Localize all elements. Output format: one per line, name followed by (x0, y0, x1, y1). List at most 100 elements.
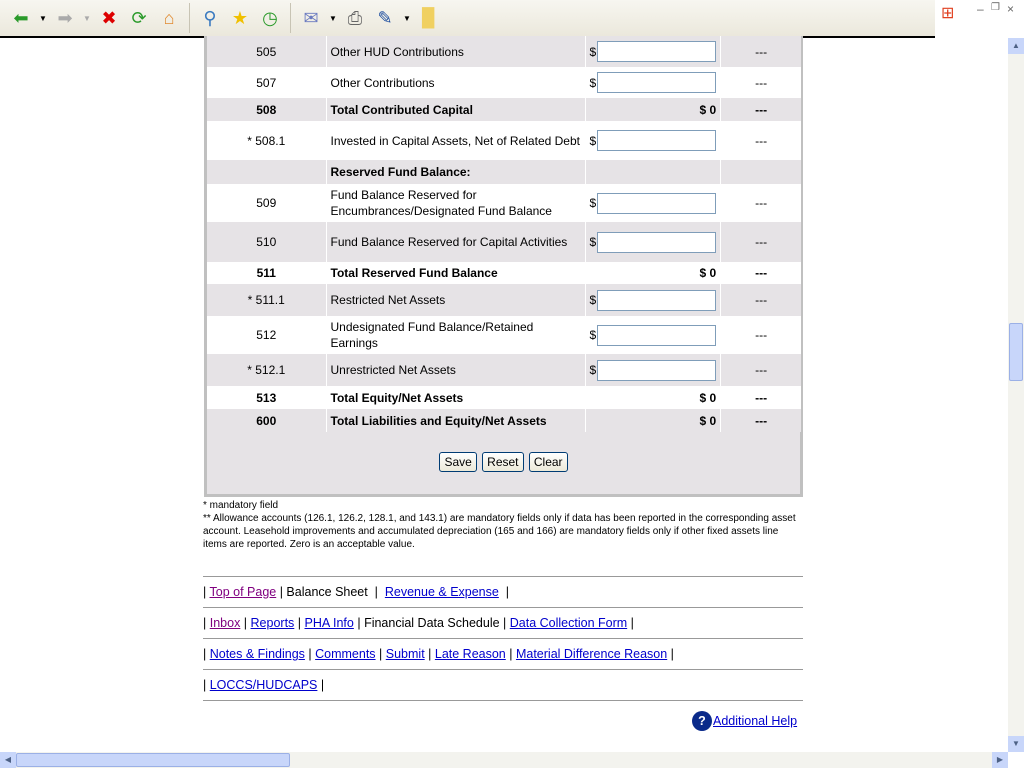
balance-sheet-current: Balance Sheet (286, 585, 368, 599)
line-value: $ 0 (585, 262, 722, 284)
inbox-link[interactable]: Inbox (209, 616, 241, 630)
scroll-up-icon[interactable]: ▲ (1008, 38, 1024, 54)
comments-link[interactable]: Comments (315, 647, 376, 661)
nav-row-4: | LOCCS/HUDCAPS | (203, 669, 803, 692)
line-description: Total Reserved Fund Balance (326, 262, 586, 284)
line-code: 513 (207, 386, 327, 409)
line-description: Invested in Capital Assets, Net of Relat… (326, 121, 586, 160)
loccs-hudcaps-link[interactable]: LOCCS/HUDCAPS (209, 678, 318, 692)
reset-button[interactable]: Reset (482, 452, 524, 472)
scroll-down-icon[interactable]: ▼ (1008, 736, 1024, 752)
line-code: 509 (207, 184, 327, 222)
submit-link[interactable]: Submit (385, 647, 425, 661)
material-difference-link[interactable]: Material Difference Reason (515, 647, 668, 661)
line-code: 512 (207, 316, 327, 354)
mail-dropdown-icon[interactable]: ▼ (329, 13, 337, 23)
close-icon[interactable]: × (1007, 2, 1015, 16)
line-status: --- (755, 196, 768, 210)
line-description: Total Equity/Net Assets (326, 386, 586, 409)
reports-link[interactable]: Reports (250, 616, 295, 630)
footnotes: * mandatory field ** Allowance accounts … (203, 499, 803, 551)
line-status: --- (755, 44, 768, 59)
print-icon[interactable]: ⎙ (347, 7, 363, 28)
minimize-icon[interactable]: – (977, 2, 984, 16)
restore-icon[interactable]: ❐ (991, 2, 1000, 13)
mandatory-note: * mandatory field (203, 500, 279, 511)
amount-input-508.1[interactable] (597, 130, 717, 151)
scroll-left-icon[interactable]: ◀ (0, 752, 16, 768)
line-code (207, 160, 327, 184)
late-reason-link[interactable]: Late Reason (434, 647, 506, 661)
amount-input-511.1[interactable] (597, 289, 717, 311)
currency-symbol: $ (589, 75, 597, 90)
line-description: Unrestricted Net Assets (326, 354, 586, 386)
help-icon[interactable]: ? (692, 711, 712, 731)
form-buttons: Save Reset Clear (207, 452, 800, 472)
line-code: 507 (207, 67, 327, 98)
line-value: $ (585, 67, 722, 98)
line-description: Fund Balance Reserved for Encumbrances/D… (326, 184, 586, 222)
edit-icon[interactable]: ✎ (377, 7, 393, 28)
scroll-right-icon[interactable]: ▶ (992, 752, 1008, 768)
line-status: --- (755, 293, 768, 307)
notes-icon[interactable]: ▉ (422, 7, 436, 28)
notes-findings-link[interactable]: Notes & Findings (209, 647, 305, 661)
table-row: * 511.1 Restricted Net Assets $ --- (207, 284, 801, 316)
table-row: * 508.1 Invested in Capital Assets, Net … (207, 121, 801, 160)
table-row: 508 Total Contributed Capital $ 0 --- (207, 98, 801, 121)
line-status: --- (755, 133, 768, 148)
home-icon[interactable]: ⌂ (163, 7, 175, 28)
line-value: $ (585, 284, 722, 316)
window-controls: ⊞ – ❐ × (935, 0, 1024, 38)
top-of-page-link[interactable]: Top of Page (209, 585, 277, 599)
history-icon[interactable]: ◷ (262, 7, 278, 28)
vertical-scroll-thumb[interactable] (1009, 323, 1023, 381)
amount-input-512.1[interactable] (597, 359, 717, 381)
fds-current: Financial Data Schedule (364, 616, 500, 630)
pha-info-link[interactable]: PHA Info (304, 616, 354, 630)
total-value: $ 0 (699, 102, 717, 117)
line-value: $ (585, 121, 722, 160)
browser-toolbar: ⬅ ▼ ➡ ▼ ✖ ⟳ ⌂ ⚲ ★ ◷ ✉ ▼ ⎙ ✎ ▼ ▉ (0, 0, 935, 38)
back-dropdown-icon[interactable]: ▼ (39, 13, 47, 23)
forward-dropdown-icon[interactable]: ▼ (83, 13, 91, 23)
amount-input-512[interactable] (597, 324, 717, 346)
additional-help-link[interactable]: Additional Help (713, 714, 798, 728)
back-icon[interactable]: ⬅ (13, 7, 29, 28)
table-row: 507 Other Contributions $ --- (207, 67, 801, 98)
additional-help[interactable]: ? Additional Help (692, 711, 797, 731)
edit-dropdown-icon[interactable]: ▼ (403, 13, 411, 23)
search-icon[interactable]: ⚲ (203, 7, 217, 28)
forward-icon[interactable]: ➡ (57, 7, 73, 28)
amount-input-509[interactable] (597, 192, 717, 214)
table-row: 509 Fund Balance Reserved for Encumbranc… (207, 184, 801, 222)
mail-icon[interactable]: ✉ (303, 7, 319, 28)
line-value: $ (585, 354, 722, 386)
divider (189, 3, 190, 33)
amount-input-510[interactable] (597, 231, 717, 253)
line-status: --- (755, 328, 768, 342)
line-value: $ (585, 222, 722, 262)
data-collection-form-link[interactable]: Data Collection Form (509, 616, 628, 630)
line-value: $ 0 (585, 409, 722, 432)
favorites-icon[interactable]: ★ (231, 7, 249, 28)
amount-input-505[interactable] (597, 41, 717, 62)
vertical-scrollbar[interactable] (1008, 38, 1024, 752)
nav-row-2: | Inbox | Reports | PHA Info | Financial… (203, 607, 803, 630)
revenue-expense-link[interactable]: Revenue & Expense (384, 585, 499, 599)
horizontal-scroll-thumb[interactable] (16, 753, 290, 767)
refresh-icon[interactable]: ⟳ (131, 7, 147, 28)
clear-button[interactable]: Clear (528, 452, 568, 472)
table-row: Reserved Fund Balance: (207, 160, 801, 184)
divider (203, 700, 803, 701)
total-value: $ 0 (699, 266, 717, 280)
currency-symbol: $ (589, 133, 597, 148)
total-value: $ 0 (699, 413, 717, 428)
amount-input-507[interactable] (597, 72, 717, 93)
stop-icon[interactable]: ✖ (101, 7, 117, 28)
save-button[interactable]: Save (439, 452, 477, 472)
total-value: $ 0 (699, 390, 717, 405)
line-description: Other Contributions (326, 67, 586, 98)
line-code: 600 (207, 409, 327, 432)
allowance-note: ** Allowance accounts (126.1, 126.2, 128… (203, 513, 796, 550)
